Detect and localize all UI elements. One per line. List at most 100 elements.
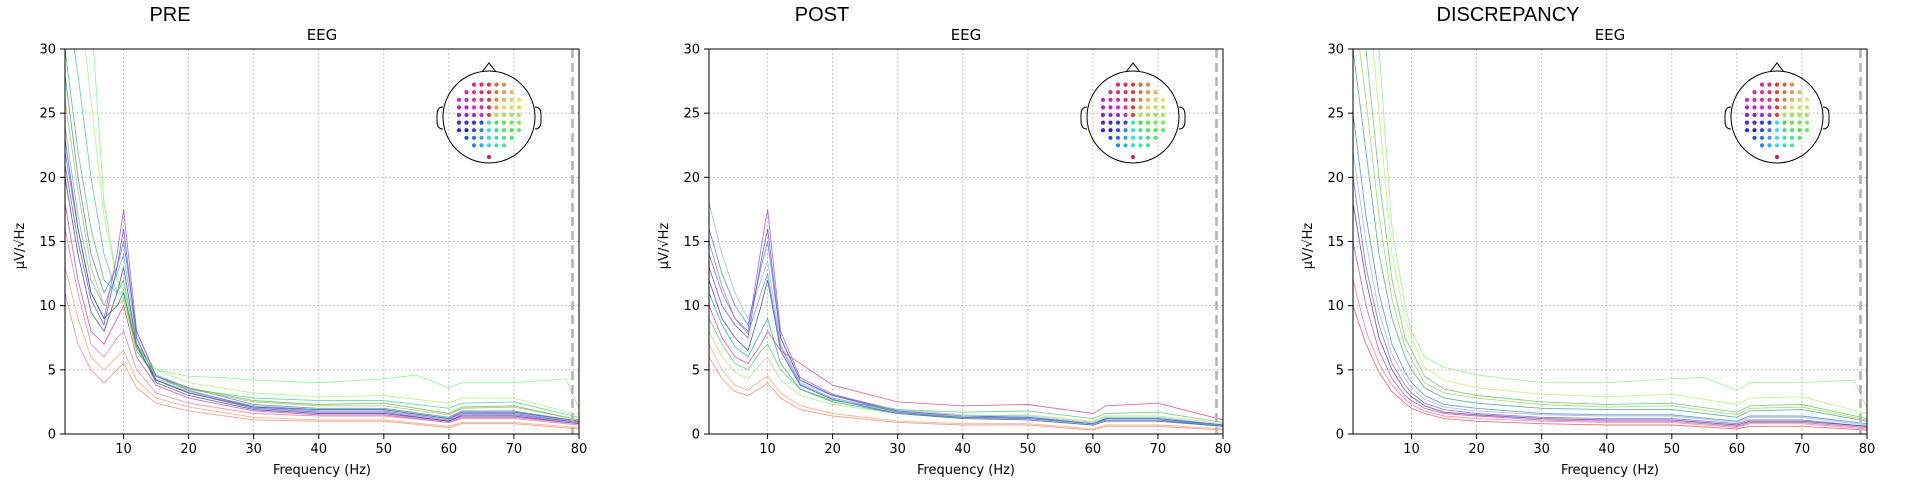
y-tick-label: 15: [1327, 235, 1344, 250]
series-line-teal: [709, 292, 1223, 427]
x-tick-label: 50: [1664, 442, 1681, 457]
sensor-dot: [1108, 120, 1113, 125]
sensor-dot: [1145, 120, 1151, 125]
axes-title: EEG: [1595, 26, 1626, 44]
sensor-dot: [1774, 120, 1780, 125]
sensor-dot: [471, 82, 477, 87]
sensor-dot: [464, 112, 469, 118]
sensor-dot: [501, 128, 507, 133]
sensor-dot: [1130, 120, 1136, 125]
sensor-dot: [1797, 105, 1802, 110]
y-tick-label: 0: [48, 428, 56, 443]
sensor-dot: [1108, 128, 1113, 133]
sensor-dot: [1145, 112, 1151, 118]
sensor-dot: [1774, 90, 1780, 95]
sensor-dot: [1774, 154, 1780, 160]
sensor-dot: [501, 112, 507, 118]
sensor-dot: [1767, 105, 1772, 110]
head-outline: [1730, 70, 1824, 164]
sensor-dot: [1774, 112, 1780, 118]
y-tick-label: 5: [48, 363, 56, 378]
sensor-dot: [1100, 105, 1106, 110]
sensor-dot: [516, 120, 522, 125]
sensor-dot: [1138, 112, 1143, 118]
sensor-dot: [486, 105, 492, 110]
sensor-dot: [1797, 135, 1802, 140]
sensor-dot: [1115, 90, 1121, 95]
y-tick-label: 25: [39, 107, 56, 122]
sensor-dot: [1130, 82, 1136, 87]
sensor-dot: [456, 128, 462, 133]
y-tick-label: 25: [683, 107, 700, 122]
x-tick-label: 10: [759, 442, 776, 457]
sensor-dot: [464, 97, 469, 102]
panel-title: POST: [795, 4, 849, 26]
x-tick-label: 80: [571, 442, 588, 457]
x-tick-label: 40: [954, 442, 971, 457]
sensor-dot: [1153, 128, 1158, 133]
sensor-dot: [1108, 97, 1113, 102]
series-line-salmon: [709, 356, 1223, 431]
sensor-dot: [1130, 143, 1136, 148]
sensor-dot: [1774, 143, 1780, 148]
y-tick-label: 20: [39, 171, 56, 186]
sensor-dot: [1108, 135, 1113, 140]
sensor-dot: [479, 120, 484, 125]
x-tick-label: 80: [1215, 442, 1232, 457]
sensor-dot: [494, 82, 499, 87]
sensor-dot: [464, 105, 469, 110]
x-tick-label: 70: [1794, 442, 1811, 457]
x-axis-label: Frequency (Hz): [1561, 463, 1659, 478]
sensor-dot: [501, 105, 507, 110]
axes-title: EEG: [307, 26, 338, 44]
y-tick-label: 10: [683, 299, 700, 314]
sensor-dot: [1744, 128, 1750, 133]
x-tick-label: 40: [310, 442, 327, 457]
sensor-dot: [1804, 120, 1810, 125]
sensor-dot: [1744, 105, 1750, 110]
x-tick-label: 10: [115, 442, 132, 457]
sensor-dot: [1782, 82, 1787, 87]
sensor-dot: [1100, 97, 1106, 102]
sensor-dot: [1752, 105, 1757, 110]
sensor-dot: [1767, 143, 1772, 148]
sensor-dot: [1123, 112, 1128, 118]
sensor-dot: [1100, 112, 1106, 118]
sensor-dot: [1153, 135, 1158, 140]
x-tick-label: 20: [1468, 442, 1485, 457]
sensor-dot: [1782, 128, 1787, 133]
sensor-dot: [1138, 135, 1143, 140]
sensor-dot: [479, 90, 484, 95]
sensor-dot: [1138, 143, 1143, 148]
x-tick-label: 50: [1020, 442, 1037, 457]
sensor-dot: [1782, 112, 1787, 118]
sensor-dot: [1752, 112, 1757, 118]
series-line-lightgreen: [1378, 49, 1867, 409]
sensor-dot: [516, 105, 522, 110]
y-tick-label: 5: [692, 363, 700, 378]
sensor-dot: [1767, 82, 1772, 87]
sensor-dot: [1752, 90, 1757, 95]
sensor-dot: [1797, 128, 1802, 133]
sensor-dot: [1759, 97, 1765, 102]
series-line-magenta: [1353, 241, 1867, 429]
y-axis-label: µV/√Hz: [657, 223, 672, 270]
sensor-dot: [1123, 135, 1128, 140]
series-line-green: [1365, 49, 1867, 420]
x-tick-label: 10: [1403, 442, 1420, 457]
sensor-dot: [1789, 97, 1795, 102]
sensor-dot: [494, 143, 499, 148]
nose-icon: [1769, 62, 1785, 73]
sensor-dot: [501, 90, 507, 95]
x-axis-label: Frequency (Hz): [273, 463, 371, 478]
y-tick-label: 30: [39, 43, 56, 58]
sensor-dot: [486, 97, 492, 102]
y-tick-label: 10: [1327, 299, 1344, 314]
series-line-purple: [1353, 177, 1867, 427]
y-tick-label: 30: [683, 43, 700, 58]
sensor-dot: [1145, 97, 1151, 102]
sensor-dot: [1789, 112, 1795, 118]
sensor-dot: [1130, 128, 1136, 133]
sensor-dot: [486, 154, 492, 160]
sensor-dot: [1153, 112, 1158, 118]
